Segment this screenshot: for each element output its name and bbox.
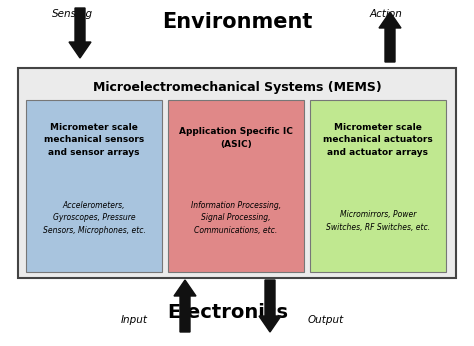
FancyBboxPatch shape [26, 100, 162, 272]
Text: Microelectromechanical Systems (MEMS): Microelectromechanical Systems (MEMS) [92, 82, 382, 94]
FancyArrow shape [259, 280, 281, 332]
Text: Application Specific IC
(ASIC): Application Specific IC (ASIC) [179, 127, 293, 149]
Text: Sensing: Sensing [52, 9, 93, 19]
Text: Action: Action [370, 9, 403, 19]
FancyBboxPatch shape [168, 100, 304, 272]
Text: Environment: Environment [162, 12, 312, 32]
Text: Accelerometers,
Gyroscopes, Pressure
Sensors, Microphones, etc.: Accelerometers, Gyroscopes, Pressure Sen… [43, 201, 146, 235]
Text: Electronics: Electronics [167, 302, 289, 321]
Text: Micromirrors, Power
Switches, RF Switches, etc.: Micromirrors, Power Switches, RF Switche… [326, 210, 430, 232]
Text: Information Processing,
Signal Processing,
Communications, etc.: Information Processing, Signal Processin… [191, 201, 281, 235]
Text: Micrometer scale
mechanical sensors
and sensor arrays: Micrometer scale mechanical sensors and … [44, 123, 144, 157]
Text: Micrometer scale
mechanical actuators
and actuator arrays: Micrometer scale mechanical actuators an… [323, 123, 433, 157]
FancyArrow shape [379, 12, 401, 62]
FancyArrow shape [69, 8, 91, 58]
Text: Input: Input [121, 315, 148, 325]
FancyBboxPatch shape [310, 100, 446, 272]
FancyBboxPatch shape [18, 68, 456, 278]
Text: Output: Output [308, 315, 344, 325]
FancyArrow shape [174, 280, 196, 332]
